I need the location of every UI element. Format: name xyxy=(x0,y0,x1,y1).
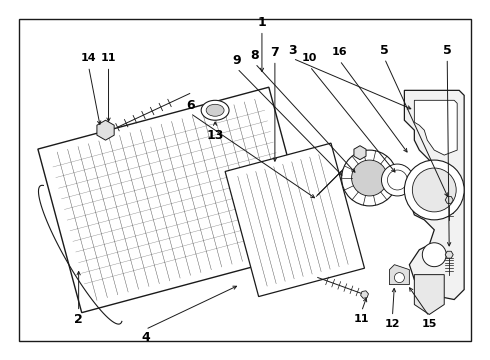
Text: 5: 5 xyxy=(380,44,389,57)
Circle shape xyxy=(394,273,404,283)
Circle shape xyxy=(352,160,388,196)
Polygon shape xyxy=(361,291,368,298)
Circle shape xyxy=(422,243,446,267)
Text: 7: 7 xyxy=(270,46,279,59)
Text: 14: 14 xyxy=(81,54,97,63)
Circle shape xyxy=(413,168,456,212)
Polygon shape xyxy=(97,120,114,140)
Circle shape xyxy=(382,164,414,196)
Polygon shape xyxy=(445,197,453,203)
Polygon shape xyxy=(415,275,444,315)
Text: 16: 16 xyxy=(332,48,347,58)
Text: 3: 3 xyxy=(289,44,297,57)
Polygon shape xyxy=(404,90,464,300)
Text: 9: 9 xyxy=(233,54,242,67)
Text: 5: 5 xyxy=(443,44,452,57)
Text: 1: 1 xyxy=(258,16,266,29)
Circle shape xyxy=(388,170,407,190)
Text: 13: 13 xyxy=(206,129,224,142)
Text: 6: 6 xyxy=(186,99,195,112)
Polygon shape xyxy=(445,251,453,258)
Polygon shape xyxy=(38,87,313,312)
Ellipse shape xyxy=(206,104,224,116)
Ellipse shape xyxy=(201,100,229,120)
Polygon shape xyxy=(415,100,457,155)
Text: 8: 8 xyxy=(251,49,259,62)
Text: 10: 10 xyxy=(302,54,318,63)
Text: 12: 12 xyxy=(385,319,400,329)
Circle shape xyxy=(342,150,397,206)
Text: 11: 11 xyxy=(101,54,116,63)
Text: 11: 11 xyxy=(354,314,369,324)
Polygon shape xyxy=(225,143,365,297)
Circle shape xyxy=(404,160,464,220)
Polygon shape xyxy=(390,265,409,285)
Text: 15: 15 xyxy=(421,319,437,329)
Text: 4: 4 xyxy=(141,331,150,344)
Polygon shape xyxy=(354,146,366,159)
Text: 2: 2 xyxy=(74,313,83,326)
